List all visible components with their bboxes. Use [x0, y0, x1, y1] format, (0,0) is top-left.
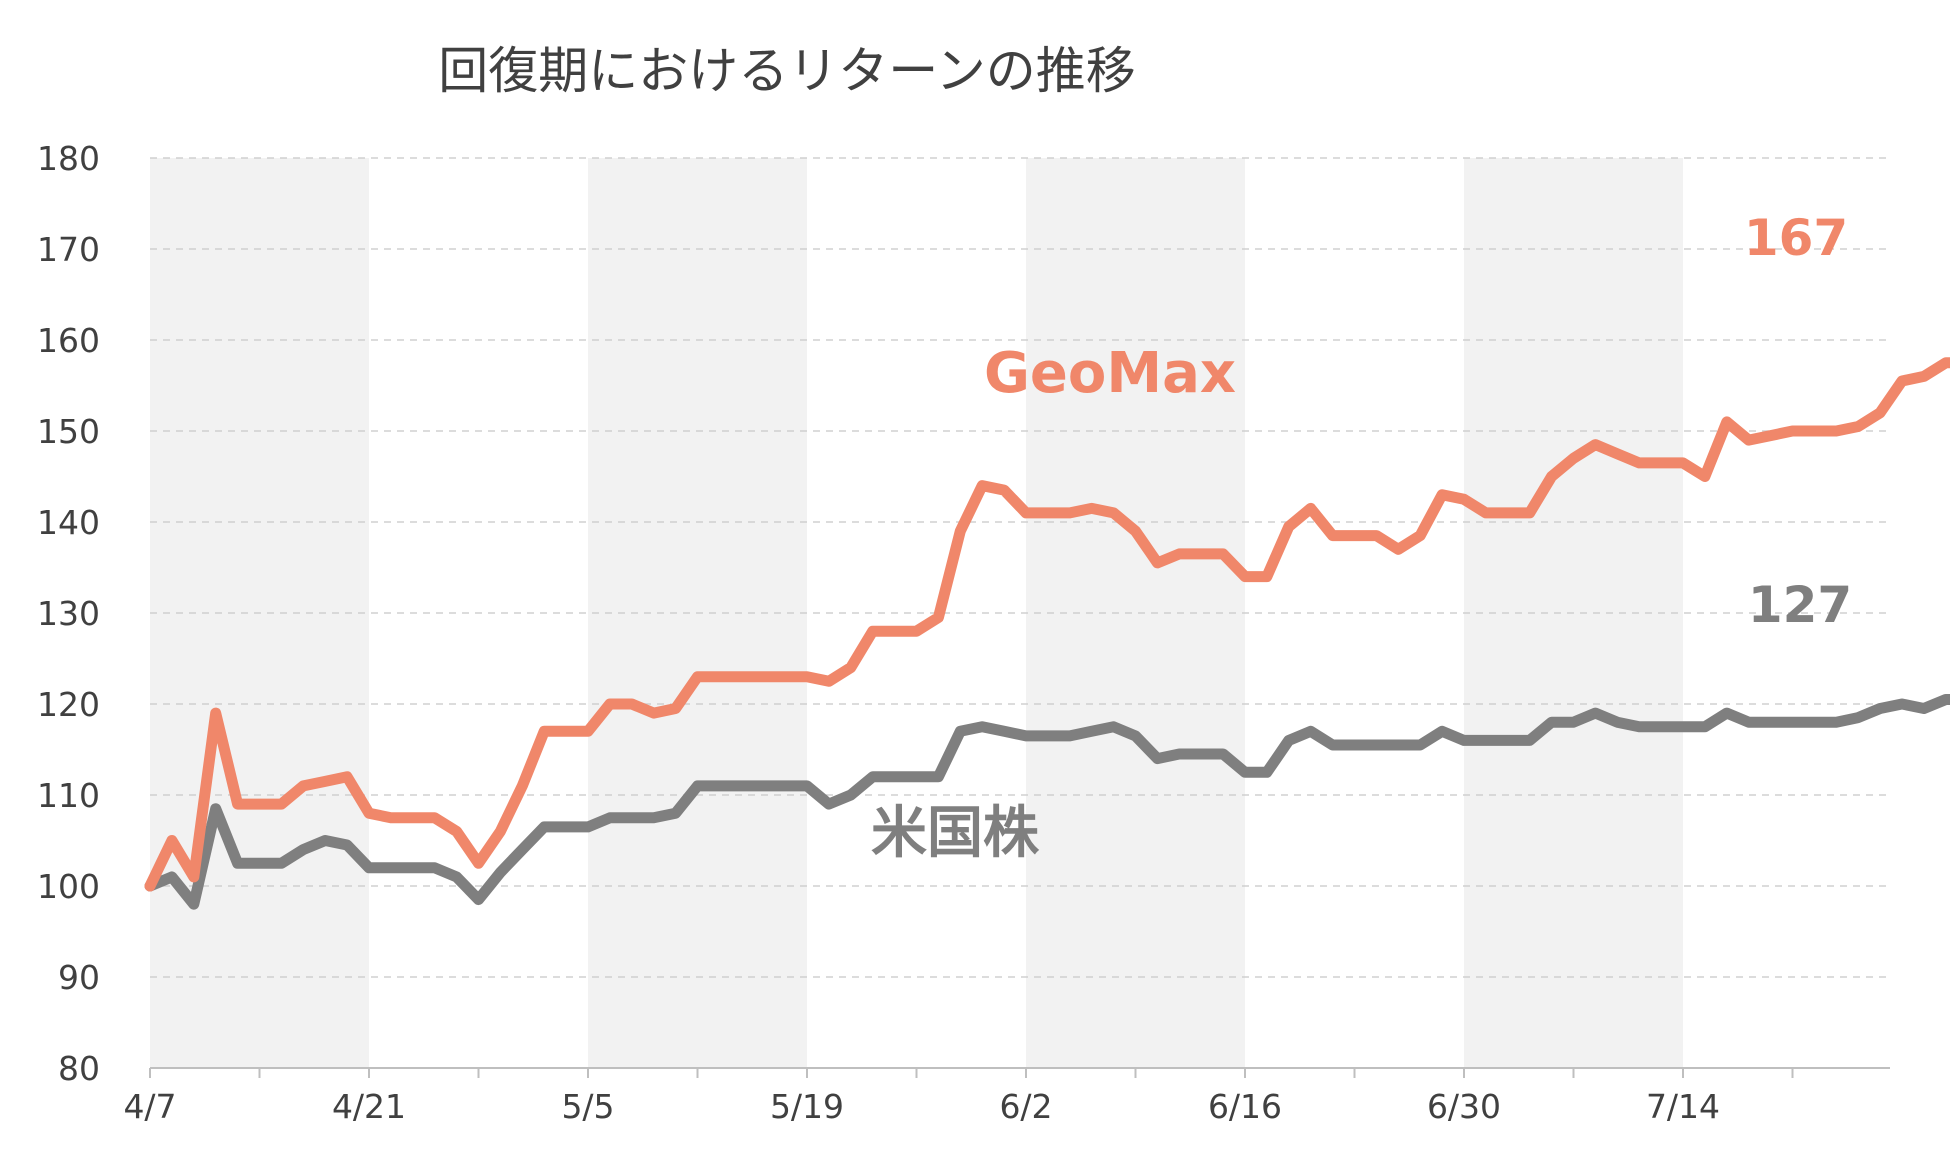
x-axis: 4/7 4/21 5/5 5/19 6/2 6/16 6/30 7/14	[123, 1067, 1890, 1126]
y-tick-label: 130	[37, 594, 100, 633]
x-tick-label: 6/2	[999, 1087, 1052, 1126]
y-tick-label: 170	[37, 230, 100, 269]
y-tick-label: 140	[37, 503, 100, 542]
y-tick-label: 90	[58, 958, 100, 997]
y-axis-ticks: 80 90 100 110 120 130 140 150 160 170 180	[37, 139, 100, 1088]
y-tick-label: 100	[37, 867, 100, 906]
y-tick-label: 160	[37, 321, 100, 360]
x-tick-label: 5/5	[561, 1087, 614, 1126]
y-tick-label: 110	[37, 776, 100, 815]
x-tick-label: 4/21	[332, 1087, 406, 1126]
series-line-geomax	[144, 357, 1950, 892]
y-tick-label: 80	[58, 1049, 100, 1088]
x-tick-label: 7/14	[1646, 1087, 1720, 1126]
y-tick-label: 180	[37, 139, 100, 178]
series-line-us-stocks	[144, 694, 1950, 910]
grid-lines	[150, 157, 1890, 978]
y-tick-label: 120	[37, 685, 100, 724]
shaded-band	[1026, 158, 1245, 1068]
chart-title: 回復期におけるリターンの推移	[438, 42, 1136, 100]
x-tick-label: 4/7	[123, 1087, 176, 1126]
end-value-us-stocks: 127	[1748, 576, 1852, 634]
end-value-geomax: 167	[1744, 209, 1848, 267]
series-lines	[144, 357, 1950, 910]
x-tick-label: 5/19	[770, 1087, 844, 1126]
x-tick-label: 6/30	[1427, 1087, 1501, 1126]
y-tick-label: 150	[37, 412, 100, 451]
series-label-geomax: GeoMax	[984, 341, 1236, 406]
series-label-us-stocks: 米国株	[871, 801, 1040, 866]
x-tick-label: 6/16	[1208, 1087, 1282, 1126]
